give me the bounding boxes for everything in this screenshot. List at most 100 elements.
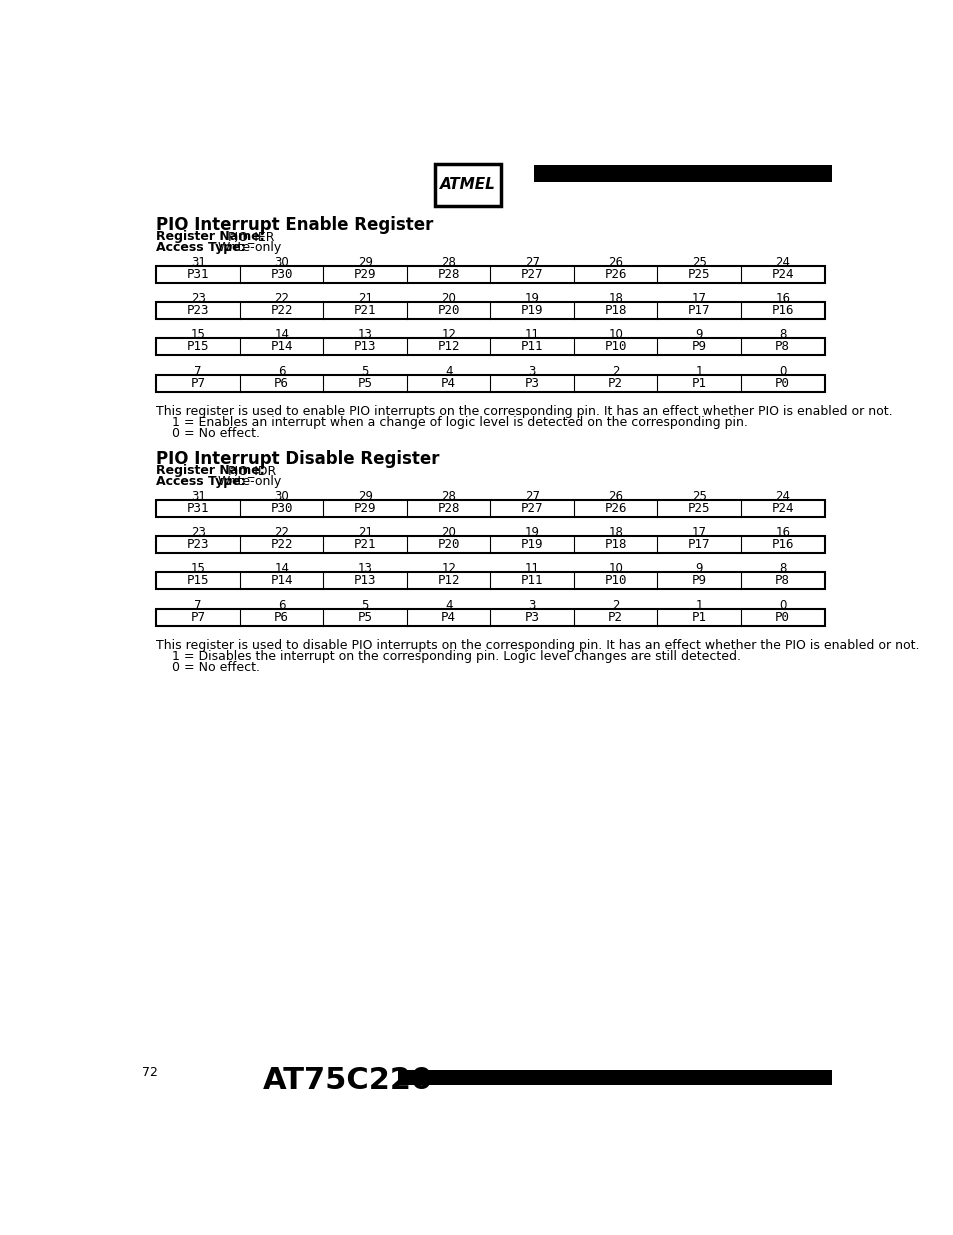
Text: P15: P15 <box>187 574 210 588</box>
Text: 5: 5 <box>361 364 369 378</box>
Text: P20: P20 <box>437 538 459 551</box>
Text: 30: 30 <box>274 256 289 269</box>
Text: 18: 18 <box>608 526 622 540</box>
Text: P9: P9 <box>691 574 706 588</box>
Text: 23: 23 <box>191 526 206 540</box>
Text: P8: P8 <box>775 341 789 353</box>
Text: 0 = No effect.: 0 = No effect. <box>156 661 260 674</box>
Text: 13: 13 <box>357 329 373 341</box>
Text: P0: P0 <box>775 377 789 389</box>
Text: PIO Interrupt Disable Register: PIO Interrupt Disable Register <box>156 450 439 468</box>
Text: P23: P23 <box>187 304 210 317</box>
Text: 20: 20 <box>441 526 456 540</box>
Text: 12: 12 <box>440 329 456 341</box>
Text: Access Type:: Access Type: <box>156 241 246 253</box>
Text: P15: P15 <box>187 341 210 353</box>
Text: 31: 31 <box>191 256 206 269</box>
Text: P4: P4 <box>440 610 456 624</box>
Text: PIO_IDR: PIO_IDR <box>228 464 276 477</box>
Text: PIO Interrupt Enable Register: PIO Interrupt Enable Register <box>156 216 434 233</box>
Text: P24: P24 <box>771 268 793 282</box>
Text: P8: P8 <box>775 574 789 588</box>
Text: 17: 17 <box>691 526 706 540</box>
Text: 17: 17 <box>691 293 706 305</box>
Text: 6: 6 <box>277 364 285 378</box>
Text: 1 = Disables the interrupt on the corresponding pin. Logic level changes are sti: 1 = Disables the interrupt on the corres… <box>156 651 740 663</box>
Text: P23: P23 <box>187 538 210 551</box>
Text: 27: 27 <box>524 490 539 503</box>
Text: 0: 0 <box>779 599 785 611</box>
Text: ATMEL: ATMEL <box>439 178 496 193</box>
Text: 18: 18 <box>608 293 622 305</box>
Text: 16: 16 <box>775 293 789 305</box>
Text: 24: 24 <box>775 490 789 503</box>
Text: 3: 3 <box>528 364 536 378</box>
Text: 19: 19 <box>524 526 539 540</box>
Text: Register Name:: Register Name: <box>156 230 265 243</box>
Text: P14: P14 <box>271 574 293 588</box>
Text: AT75C220: AT75C220 <box>262 1066 433 1095</box>
Text: P21: P21 <box>354 538 376 551</box>
Text: P22: P22 <box>271 538 293 551</box>
Text: 28: 28 <box>441 256 456 269</box>
Text: P24: P24 <box>771 503 793 515</box>
Text: 13: 13 <box>357 562 373 576</box>
Text: 2: 2 <box>611 599 618 611</box>
Text: P5: P5 <box>357 610 373 624</box>
Text: P19: P19 <box>520 304 543 317</box>
Text: Register Name:: Register Name: <box>156 464 265 477</box>
Text: P9: P9 <box>691 341 706 353</box>
Text: P12: P12 <box>437 574 459 588</box>
Text: P11: P11 <box>520 574 543 588</box>
Text: PIO_IER: PIO_IER <box>228 230 275 243</box>
Bar <box>156 266 823 283</box>
Text: 15: 15 <box>191 562 206 576</box>
Text: 8: 8 <box>779 562 785 576</box>
Text: 25: 25 <box>691 256 706 269</box>
Text: P11: P11 <box>520 341 543 353</box>
Text: 22: 22 <box>274 293 289 305</box>
Text: 22: 22 <box>274 526 289 540</box>
Text: P25: P25 <box>687 268 710 282</box>
Text: 28: 28 <box>441 490 456 503</box>
Text: 6: 6 <box>277 599 285 611</box>
Text: 31: 31 <box>191 490 206 503</box>
Bar <box>156 609 823 626</box>
Text: 2: 2 <box>611 364 618 378</box>
Text: P20: P20 <box>437 304 459 317</box>
Text: 0: 0 <box>779 364 785 378</box>
Text: 14: 14 <box>274 329 289 341</box>
Text: 27: 27 <box>524 256 539 269</box>
Text: This register is used to disable PIO interrupts on the corresponding pin. It has: This register is used to disable PIO int… <box>156 640 919 652</box>
Text: 9: 9 <box>695 329 702 341</box>
Text: P2: P2 <box>608 377 622 389</box>
Text: 4: 4 <box>444 364 452 378</box>
Text: P10: P10 <box>604 341 626 353</box>
Text: Write-only: Write-only <box>217 241 282 253</box>
Text: 7: 7 <box>194 599 202 611</box>
Text: 29: 29 <box>357 490 373 503</box>
Bar <box>156 536 823 553</box>
Bar <box>156 338 823 356</box>
Text: 8: 8 <box>779 329 785 341</box>
Text: P28: P28 <box>437 268 459 282</box>
Text: 10: 10 <box>608 562 622 576</box>
Text: 11: 11 <box>524 562 539 576</box>
Text: P16: P16 <box>771 304 793 317</box>
Text: Write-only: Write-only <box>217 474 282 488</box>
Bar <box>156 374 823 391</box>
Text: P7: P7 <box>191 610 206 624</box>
Text: 24: 24 <box>775 256 789 269</box>
Text: 30: 30 <box>274 490 289 503</box>
Text: P1: P1 <box>691 377 706 389</box>
Text: P21: P21 <box>354 304 376 317</box>
Text: 20: 20 <box>441 293 456 305</box>
Text: P18: P18 <box>604 304 626 317</box>
Text: P5: P5 <box>357 377 373 389</box>
Text: 5: 5 <box>361 599 369 611</box>
Bar <box>156 303 823 319</box>
Text: P14: P14 <box>271 341 293 353</box>
Text: P31: P31 <box>187 503 210 515</box>
Text: P31: P31 <box>187 268 210 282</box>
Text: P13: P13 <box>354 574 376 588</box>
